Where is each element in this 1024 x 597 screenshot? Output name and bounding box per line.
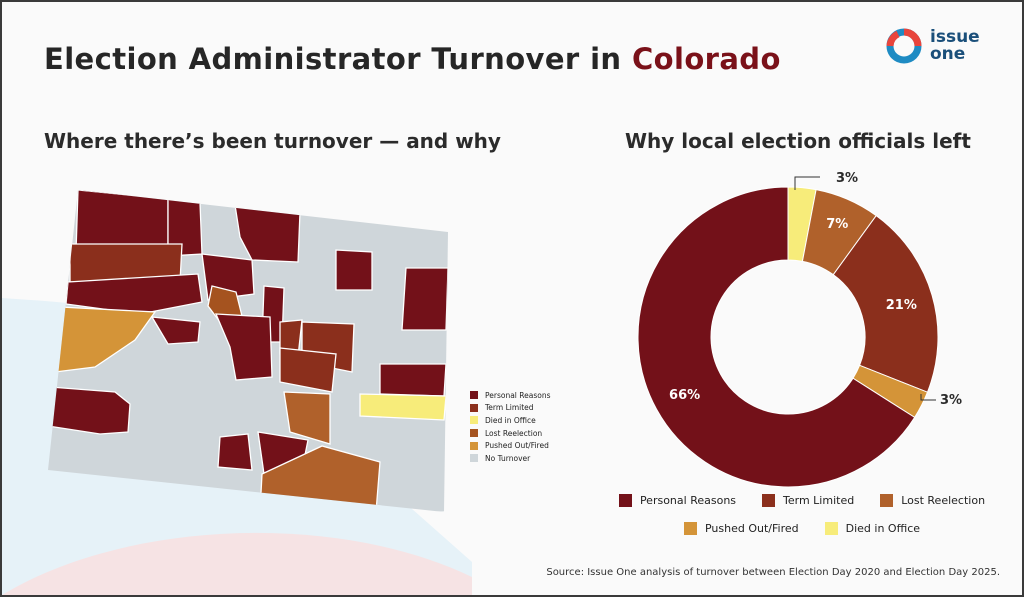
donut-legend-row: Pushed Out/Fired Died in Office (602, 522, 1002, 535)
county-pueblo (283, 391, 331, 445)
map-legend-item: Pushed Out/Fired (470, 439, 551, 452)
map-legend-item: Died in Office (470, 414, 551, 427)
donut-legend-label: Died in Office (845, 522, 921, 535)
donut-legend-item: Term Limited (762, 494, 854, 507)
donut-data-label: 66% (669, 388, 700, 403)
donut-slice-personal-reasons (637, 186, 916, 488)
donut-legend-label: Term Limited (783, 494, 855, 507)
source-note: Source: Issue One analysis of turnover b… (546, 567, 1000, 578)
map-legend-swatch (470, 391, 478, 400)
map-legend-swatch (470, 403, 478, 412)
page-title: Election Administrator Turnover in Color… (44, 42, 781, 76)
map-legend-label: Lost Reelection (485, 428, 543, 438)
donut-legend-swatch (880, 494, 894, 507)
map-legend-label: Pushed Out/Fired (485, 441, 549, 451)
donut-legend-label: Personal Reasons (639, 494, 737, 507)
map-legend-item: Lost Reelection (470, 427, 551, 440)
donut-data-label: 3% (940, 393, 962, 408)
map-legend-label: No Turnover (485, 453, 531, 463)
donut-legend-swatch (762, 494, 776, 507)
donut-legend-swatch (824, 522, 838, 535)
map-legend-swatch (470, 416, 478, 425)
donut-legend-swatch (618, 494, 632, 507)
donut-legend-item: Lost Reelection (880, 494, 985, 507)
map-legend-item: Term Limited (470, 402, 551, 415)
donut-slice-term-limited (832, 214, 939, 393)
county-sedgwick-phillips (401, 267, 448, 331)
county-logan (335, 249, 373, 291)
donut-leader-line (794, 176, 820, 190)
donut-data-label: 21% (886, 298, 917, 313)
map-legend-swatch (470, 429, 478, 438)
donut-legend-label: Lost Reelection (901, 494, 986, 507)
bg-pink-shape (2, 532, 472, 595)
donut-legend-item: Personal Reasons (618, 494, 737, 507)
donut-legend-swatch (683, 522, 697, 535)
map-legend-swatch (470, 441, 478, 450)
county-costilla (217, 433, 253, 471)
logo-wordmark: issue one (930, 29, 980, 63)
title-highlight: Colorado (631, 42, 781, 76)
map-legend-swatch (470, 454, 478, 463)
donut-legend-row: Personal Reasons Term Limited Lost Reele… (602, 494, 1002, 507)
issue-one-ring-logo-icon (886, 28, 922, 64)
map-subtitle: Where there’s been turnover — and why (44, 129, 501, 153)
map-legend-label: Term Limited (485, 403, 534, 413)
county-garfield (65, 273, 203, 315)
donut-legend-label: Pushed Out/Fired (704, 522, 799, 535)
county-park (214, 313, 273, 381)
map-legend-label: Personal Reasons (485, 390, 551, 400)
donut-legend-item: Pushed Out/Fired (683, 522, 799, 535)
county-el-paso (279, 347, 337, 393)
colorado-county-map (48, 190, 448, 512)
logo-line-2: one (930, 44, 966, 64)
county-montrose (48, 386, 131, 435)
map-legend-item: No Turnover (470, 452, 551, 465)
donut-chart: 3% 7% 21% 3% 66% (637, 171, 962, 488)
donut-data-label: 7% (826, 217, 848, 232)
issue-one-logo: issue one (884, 26, 1004, 70)
donut-legend-item: Died in Office (824, 522, 921, 535)
donut-legend: Personal Reasons Term Limited Lost Reele… (602, 494, 1002, 550)
donut-leader-line (920, 394, 936, 401)
logo-line-1: issue (930, 27, 980, 47)
map-legend-label: Died in Office (485, 415, 536, 425)
county-kit-carson-cheyenne (379, 363, 447, 397)
title-prefix: Election Administrator Turnover in (44, 42, 632, 76)
county-kiowa (359, 393, 447, 421)
county-moffat (75, 190, 169, 253)
map-legend-item: Personal Reasons (470, 389, 551, 402)
donut-subtitle: Why local election officials left (625, 129, 971, 153)
map-legend: Personal Reasons Term Limited Died in Of… (470, 389, 551, 465)
donut-data-label: 3% (836, 171, 858, 186)
county-pitkin (150, 316, 201, 345)
